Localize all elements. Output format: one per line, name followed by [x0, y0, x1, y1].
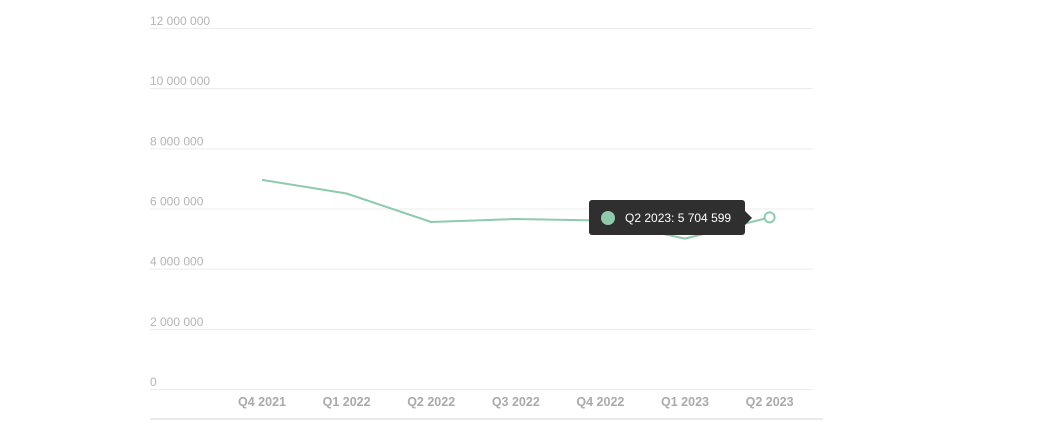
data-point[interactable]	[259, 177, 265, 183]
data-point[interactable]	[428, 219, 434, 225]
data-point[interactable]	[513, 216, 519, 222]
y-tick-label: 10 000 000	[150, 74, 210, 88]
tooltip-series-dot	[601, 211, 615, 225]
x-tick-label: Q2 2022	[407, 395, 455, 409]
x-tick-label: Q4 2022	[576, 395, 624, 409]
y-tick-label: 4 000 000	[150, 255, 204, 269]
x-axis-ticks: Q4 2021 Q1 2022 Q2 2022 Q3 2022 Q4 2022 Q1 20…	[238, 395, 794, 409]
y-tick-label: 6 000 000	[150, 195, 204, 209]
y-axis-ticks: 0 2 000 000 4 000 000 6 000 000 8 000 000 10 …	[150, 14, 210, 389]
x-tick-label: Q4 2021	[238, 395, 286, 409]
tooltip-text: Q2 2023: 5 704 599	[625, 211, 731, 225]
x-tick-label: Q2 2023	[746, 395, 794, 409]
x-tick-label: Q3 2022	[492, 395, 540, 409]
data-point[interactable]	[682, 236, 688, 242]
x-tick-label: Q1 2022	[323, 395, 371, 409]
y-tick-label: 12 000 000	[150, 14, 210, 28]
x-tick-label: Q1 2023	[661, 395, 709, 409]
data-point[interactable]	[344, 190, 350, 196]
tooltip: Q2 2023: 5 704 599	[589, 200, 745, 235]
hovered-data-point[interactable]	[765, 212, 775, 222]
y-tick-label: 0	[150, 375, 157, 389]
y-tick-label: 2 000 000	[150, 315, 204, 329]
y-tick-label: 8 000 000	[150, 134, 204, 148]
